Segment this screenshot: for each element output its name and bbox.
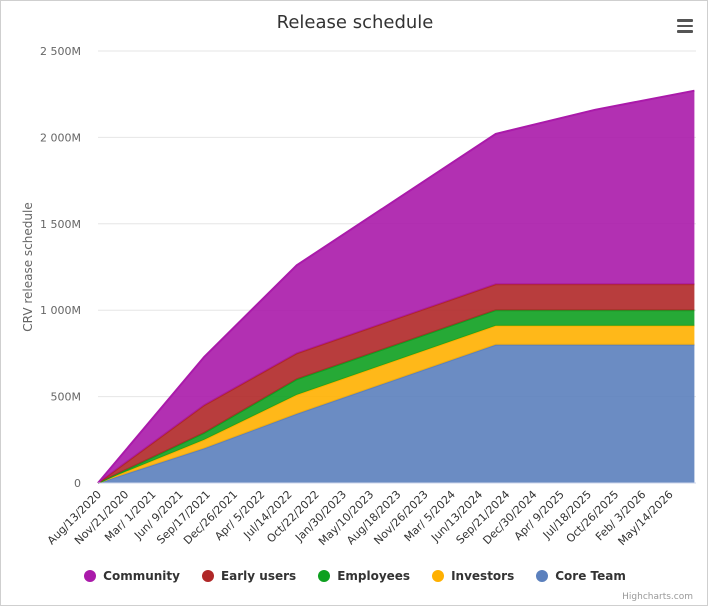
legend-marker (432, 570, 445, 582)
y-tick-label: 2 500M (40, 45, 81, 58)
y-tick-label: 0 (74, 477, 81, 490)
legend-item-investors[interactable]: Investors (432, 569, 514, 583)
legend-label: Investors (451, 569, 515, 583)
legend-marker (201, 570, 214, 582)
hamburger-menu-icon[interactable] (675, 19, 695, 37)
legend-marker (536, 570, 549, 582)
legend-label: Core Team (555, 569, 626, 583)
area-investors (98, 325, 695, 483)
legend-item-early-users[interactable]: Early users (201, 569, 297, 583)
area-early-users (98, 284, 695, 483)
y-tick-label: 1 000M (40, 304, 81, 317)
legend-marker (318, 570, 331, 582)
legend-item-community[interactable]: Community (84, 569, 180, 583)
y-axis-title: CRV release schedule (21, 202, 35, 331)
y-tick-label: 2 000M (40, 131, 81, 144)
legend-item-employees[interactable]: Employees (318, 569, 410, 583)
legend: Community Early users Employees Investors Co… (1, 569, 708, 583)
y-tick-label: 1 500M (40, 218, 81, 231)
area-community (98, 90, 695, 483)
legend-label: Community (103, 569, 180, 583)
y-tick-label: 500M (51, 391, 82, 404)
legend-marker (84, 570, 97, 582)
chart-title: Release schedule (276, 12, 434, 33)
legend-item-core-team[interactable]: Core Team (536, 569, 626, 583)
area-core-team (98, 344, 695, 483)
legend-label: Employees (337, 569, 411, 583)
legend-label: Early users (220, 569, 297, 583)
line-community (97, 89, 695, 484)
credits-link[interactable]: Highcharts.com (622, 592, 693, 602)
